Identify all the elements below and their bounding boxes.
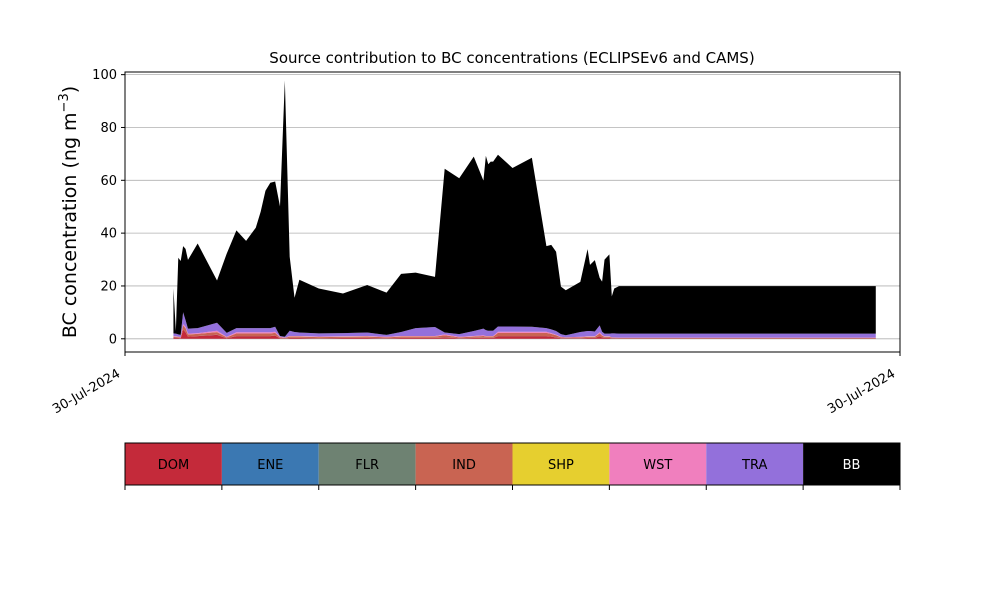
area-tra [173,312,876,338]
legend-swatch-ind [415,443,513,485]
legend-swatch-flr [318,443,416,485]
legend-swatch-ene [221,443,319,485]
area-layer [173,80,876,339]
y-tick-label-0: 0 [109,332,117,347]
color-legend: DOM ENE FLR IND SHP WST TRA BB [124,442,901,490]
legend-label-tra: TRA [741,458,767,473]
x-tick-label-1: 30-Jul-2024 [825,366,898,417]
y-axis-label: BC concentration (ng m−3) [57,86,81,338]
legend-swatch-wst [609,443,707,485]
y-tick-label-80: 80 [100,121,117,136]
plot-frame [124,71,901,353]
y-tick-label-60: 60 [100,174,117,189]
legend-label-ene: ENE [257,458,283,473]
y-tick-label-40: 40 [100,227,117,242]
legend-label-wst: WST [643,458,672,473]
area-ind [173,325,876,339]
y-axis-label-main: BC concentration (ng m [59,112,81,338]
chart-title: Source contribution to BC concentrations… [269,49,754,67]
x-axis-ticks: 30-Jul-2024 30-Jul-2024 [50,352,901,417]
legend-label-bb: BB [843,458,861,473]
y-tick-label-100: 100 [92,68,117,83]
legend-swatch-tra [706,443,804,485]
y-tick-label-20: 20 [100,279,117,294]
area-bb [173,80,876,337]
legend-swatch-bb [803,443,900,485]
legend-label-shp: SHP [548,458,574,473]
y-axis-ticks: 0 20 40 60 80 100 [92,68,125,347]
legend-label-dom: DOM [158,458,189,473]
legend-label-flr: FLR [355,458,379,473]
legend-swatch-dom [125,443,222,485]
legend-label-ind: IND [452,458,476,473]
area-dom [173,329,876,339]
y-axis-label-superscript: −3 [57,93,72,112]
legend-swatch-shp [512,443,610,485]
y-axis-label-close: ) [59,86,81,93]
x-tick-label-0: 30-Jul-2024 [50,366,123,417]
